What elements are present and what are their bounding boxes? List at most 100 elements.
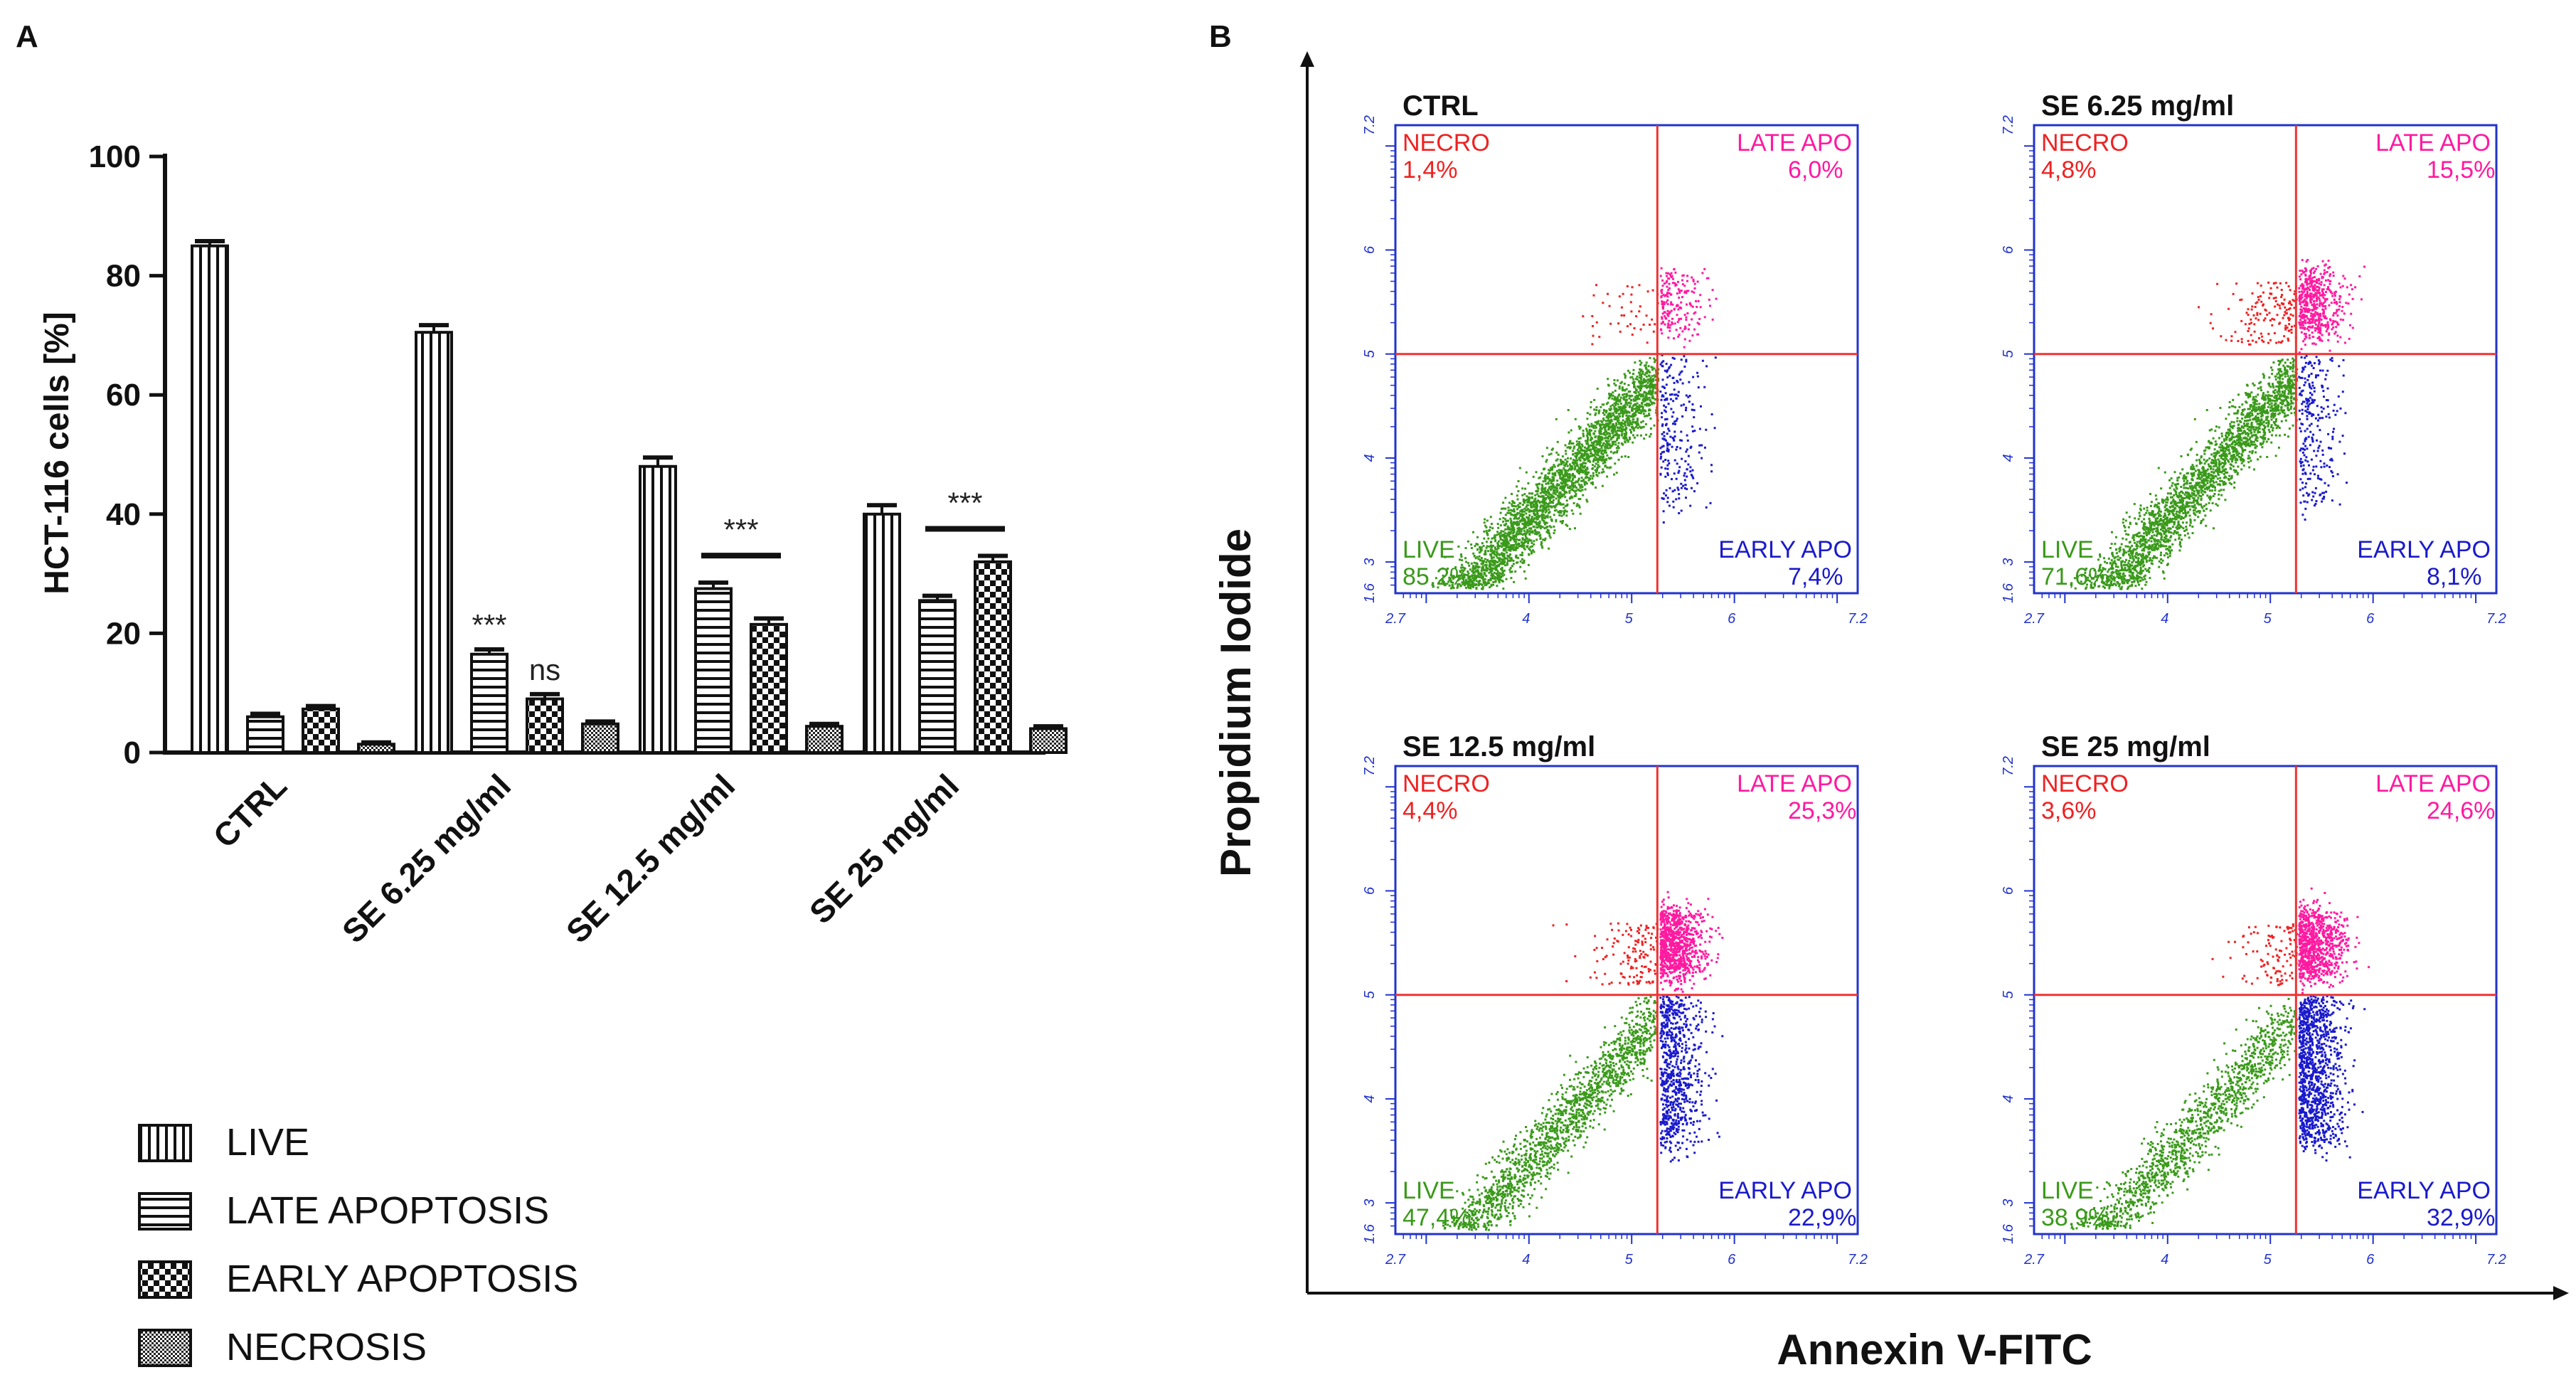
- y-tick-label: 7.2: [1362, 756, 1378, 776]
- y-tick-label: 3: [2001, 1199, 2016, 1207]
- y-tick-label: 1.6: [2001, 583, 2016, 603]
- flow-x-axis-arrow-icon: [2553, 1286, 2569, 1300]
- dots-late: [1659, 891, 1724, 993]
- dots-late: [2298, 259, 2365, 354]
- axis-ticks: [2024, 786, 2477, 1244]
- flow-plot-title: SE 6.25 mg/ml: [2041, 90, 2234, 122]
- quadrant-name-late: LATE APO: [2375, 770, 2491, 797]
- bar-live-0: [191, 244, 229, 754]
- bar-marks: [191, 238, 1068, 755]
- legend-swatch: [138, 1260, 192, 1299]
- bar-necrosis-1: [581, 722, 619, 754]
- flow-cytometry-panel: Propidium Iodide Annexin V-FITC CTRL 2.7 4…: [1212, 51, 2569, 1373]
- x-tick-label: CTRL: [206, 767, 294, 854]
- y-tick-label: 7.2: [2001, 115, 2016, 135]
- bar-late-apoptosis-1: [470, 652, 509, 754]
- dots-late: [1659, 267, 1718, 349]
- legend: LIVE LATE APOPTOSIS EARLY APOPTOSIS NECROSI…: [138, 1121, 578, 1369]
- legend-swatch: [138, 1192, 192, 1231]
- axis-ticks: [1385, 145, 1838, 603]
- quadrant-name-necro: NECRO: [1403, 770, 1490, 797]
- bar-early-apoptosis-2: [750, 622, 788, 755]
- y-axis-label: HCT-116 cells [%]: [38, 312, 76, 595]
- quadrant-percent-necro: 1,4%: [1403, 156, 1458, 184]
- bar-early-apoptosis-1: [526, 697, 564, 755]
- x-tick-label: 7.2: [2486, 611, 2506, 627]
- x-tick-label: 5: [1625, 1252, 1634, 1268]
- bar-early-apoptosis-3: [974, 560, 1012, 755]
- quadrant-name-live: LIVE: [1403, 1177, 1455, 1204]
- significance-label: ***: [472, 608, 506, 642]
- x-tick-label: SE 25 mg/ml: [802, 767, 966, 930]
- flow-plot-title: SE 12.5 mg/ml: [1403, 731, 1595, 762]
- legend-label: EARLY APOPTOSIS: [226, 1258, 578, 1300]
- quadrant-name-live: LIVE: [2041, 536, 2094, 563]
- bar-late-apoptosis-2: [694, 587, 733, 754]
- plot-frame: [1394, 124, 1859, 595]
- x-tick-label: 6: [2366, 611, 2375, 627]
- plot-frame: [1394, 765, 1859, 1235]
- y-tick-label: 4: [1362, 1095, 1378, 1102]
- quadrant-percent-early: 32,9%: [2427, 1204, 2495, 1231]
- y-ticks: 0 20 40 60 80 100: [89, 139, 165, 770]
- dots-live: [1431, 356, 1660, 590]
- x-tick-label: 2.7: [1385, 1252, 1406, 1268]
- y-tick-label: 6: [1362, 245, 1378, 254]
- bar-necrosis-0: [357, 743, 395, 754]
- x-tick-label: 2.7: [1385, 611, 1406, 627]
- quadrant-name-early: EARLY APO: [2357, 1177, 2491, 1204]
- bar-live-2: [639, 464, 677, 754]
- y-tick-label: 3: [2001, 558, 2016, 566]
- y-tick-label: 5: [1362, 349, 1378, 358]
- y-tick-label: 4: [1362, 454, 1378, 462]
- quadrant-percent-live: 85,2%: [1403, 563, 1471, 590]
- x-tick-label: 6: [1728, 611, 1736, 627]
- flow-plot-title: SE 25 mg/ml: [2041, 731, 2210, 762]
- y-tick-label: 100: [89, 139, 141, 174]
- bar-live-1: [415, 331, 453, 754]
- significance-annotations: *** ns *** ***: [472, 486, 1005, 686]
- y-tick-label: 6: [2001, 245, 2016, 254]
- y-tick-label: 7.2: [1362, 115, 1378, 135]
- dots-necro: [1582, 284, 1659, 346]
- quadrant-percent-late: 24,6%: [2427, 797, 2495, 824]
- legend-swatch: [138, 1124, 192, 1162]
- dots-early: [1659, 995, 1724, 1163]
- quadrant-name-live: LIVE: [1403, 536, 1455, 563]
- quadrant-percent-late: 25,3%: [1788, 797, 1856, 824]
- bar-live-3: [863, 512, 901, 754]
- x-tick-label: 7.2: [2486, 1252, 2506, 1268]
- y-tick-label: 5: [1362, 990, 1378, 999]
- y-tick-label: 3: [1362, 1199, 1378, 1207]
- y-tick-label: 6: [2001, 886, 2016, 895]
- panel-label-b: B: [1209, 19, 1232, 54]
- quadrant-name-early: EARLY APO: [2357, 536, 2491, 563]
- y-tick-label: 5: [2001, 349, 2016, 358]
- x-tick-label: 4: [1522, 1252, 1530, 1268]
- y-tick-label: 1.6: [1362, 1223, 1378, 1244]
- y-tick-label: 6: [1362, 886, 1378, 895]
- dots-early: [2298, 995, 2366, 1162]
- dots-necro: [1552, 922, 1659, 986]
- x-tick-label: 6: [2366, 1252, 2375, 1268]
- x-tick-label: 2.7: [2023, 1252, 2045, 1268]
- y-tick-label: 1.6: [2001, 1223, 2016, 1244]
- bar-early-apoptosis-0: [302, 707, 340, 754]
- legend-label: NECROSIS: [226, 1326, 427, 1369]
- y-tick-label: 3: [1362, 558, 1378, 566]
- y-tick-label: 4: [2001, 1095, 2016, 1102]
- quadrant-percent-early: 22,9%: [1788, 1204, 1856, 1231]
- quadrant-percent-live: 71,6%: [2041, 563, 2109, 590]
- quadrant-percent-live: 47,4%: [1403, 1204, 1471, 1231]
- x-tick-label: 7.2: [1848, 1252, 1868, 1268]
- x-tick-label: 5: [2264, 611, 2272, 627]
- axis-ticks: [2024, 145, 2477, 603]
- quadrant-percent-early: 7,4%: [1788, 563, 1843, 590]
- y-tick-label: 7.2: [2001, 756, 2016, 776]
- x-tick-labels: CTRL SE 6.25 mg/ml SE 12.5 mg/ml SE 25 mg/m…: [206, 767, 966, 950]
- quadrant-percent-necro: 4,8%: [2041, 156, 2097, 184]
- dots-necro: [2198, 281, 2298, 346]
- dots-live: [2070, 357, 2299, 590]
